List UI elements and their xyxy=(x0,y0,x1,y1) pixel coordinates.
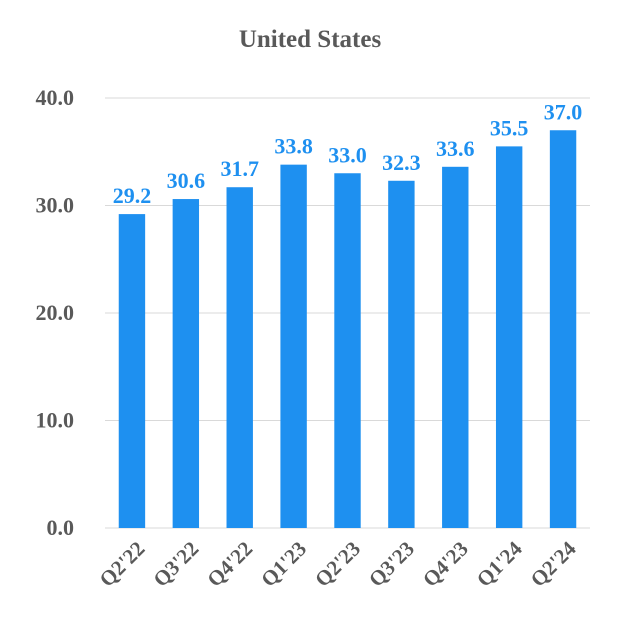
y-tick-label: 10.0 xyxy=(36,408,75,433)
x-tick-label: Q3'22 xyxy=(148,537,203,592)
x-tick-label: Q4'23 xyxy=(418,537,473,592)
bar xyxy=(388,180,415,528)
x-tick-label: Q1'24 xyxy=(472,536,527,591)
x-tick-label: Q2'22 xyxy=(95,537,150,592)
y-tick-label: 40.0 xyxy=(36,85,75,110)
data-label: 30.6 xyxy=(167,168,206,193)
y-axis: 0.0 10.0 20.0 30.0 40.0 xyxy=(36,85,75,540)
y-tick-label: 30.0 xyxy=(36,193,75,218)
bar xyxy=(280,164,307,528)
data-label: 33.6 xyxy=(436,136,475,161)
bar xyxy=(442,166,469,529)
x-tick-label: Q3'23 xyxy=(364,537,419,592)
x-axis: Q2'22Q3'22Q4'22Q1'23Q2'23Q3'23Q4'23Q1'24… xyxy=(95,536,581,591)
chart-title: United States xyxy=(238,26,382,53)
data-label: 33.8 xyxy=(274,134,313,159)
data-label: 37.0 xyxy=(544,99,583,124)
data-labels: 29.2 30.6 31.7 33.8 33.0 32.3 33.6 35.5 37.0 xyxy=(113,99,583,208)
x-tick-label: Q4'22 xyxy=(202,537,257,592)
data-label: 31.7 xyxy=(220,156,259,181)
bar xyxy=(172,199,200,529)
data-label: 32.3 xyxy=(382,150,421,175)
bar xyxy=(495,146,523,528)
bar xyxy=(334,173,361,528)
bars xyxy=(118,130,577,529)
bar xyxy=(549,130,577,528)
data-label: 29.2 xyxy=(113,183,152,208)
x-tick-label: Q2'23 xyxy=(310,537,365,592)
data-label: 35.5 xyxy=(490,115,529,140)
y-tick-label: 0.0 xyxy=(47,515,75,540)
x-tick-label: Q2'24 xyxy=(526,536,581,591)
bar xyxy=(118,214,146,528)
x-tick-label: Q1'23 xyxy=(256,537,311,592)
y-tick-label: 20.0 xyxy=(36,300,75,325)
data-label: 33.0 xyxy=(328,142,367,167)
bar xyxy=(226,187,253,528)
